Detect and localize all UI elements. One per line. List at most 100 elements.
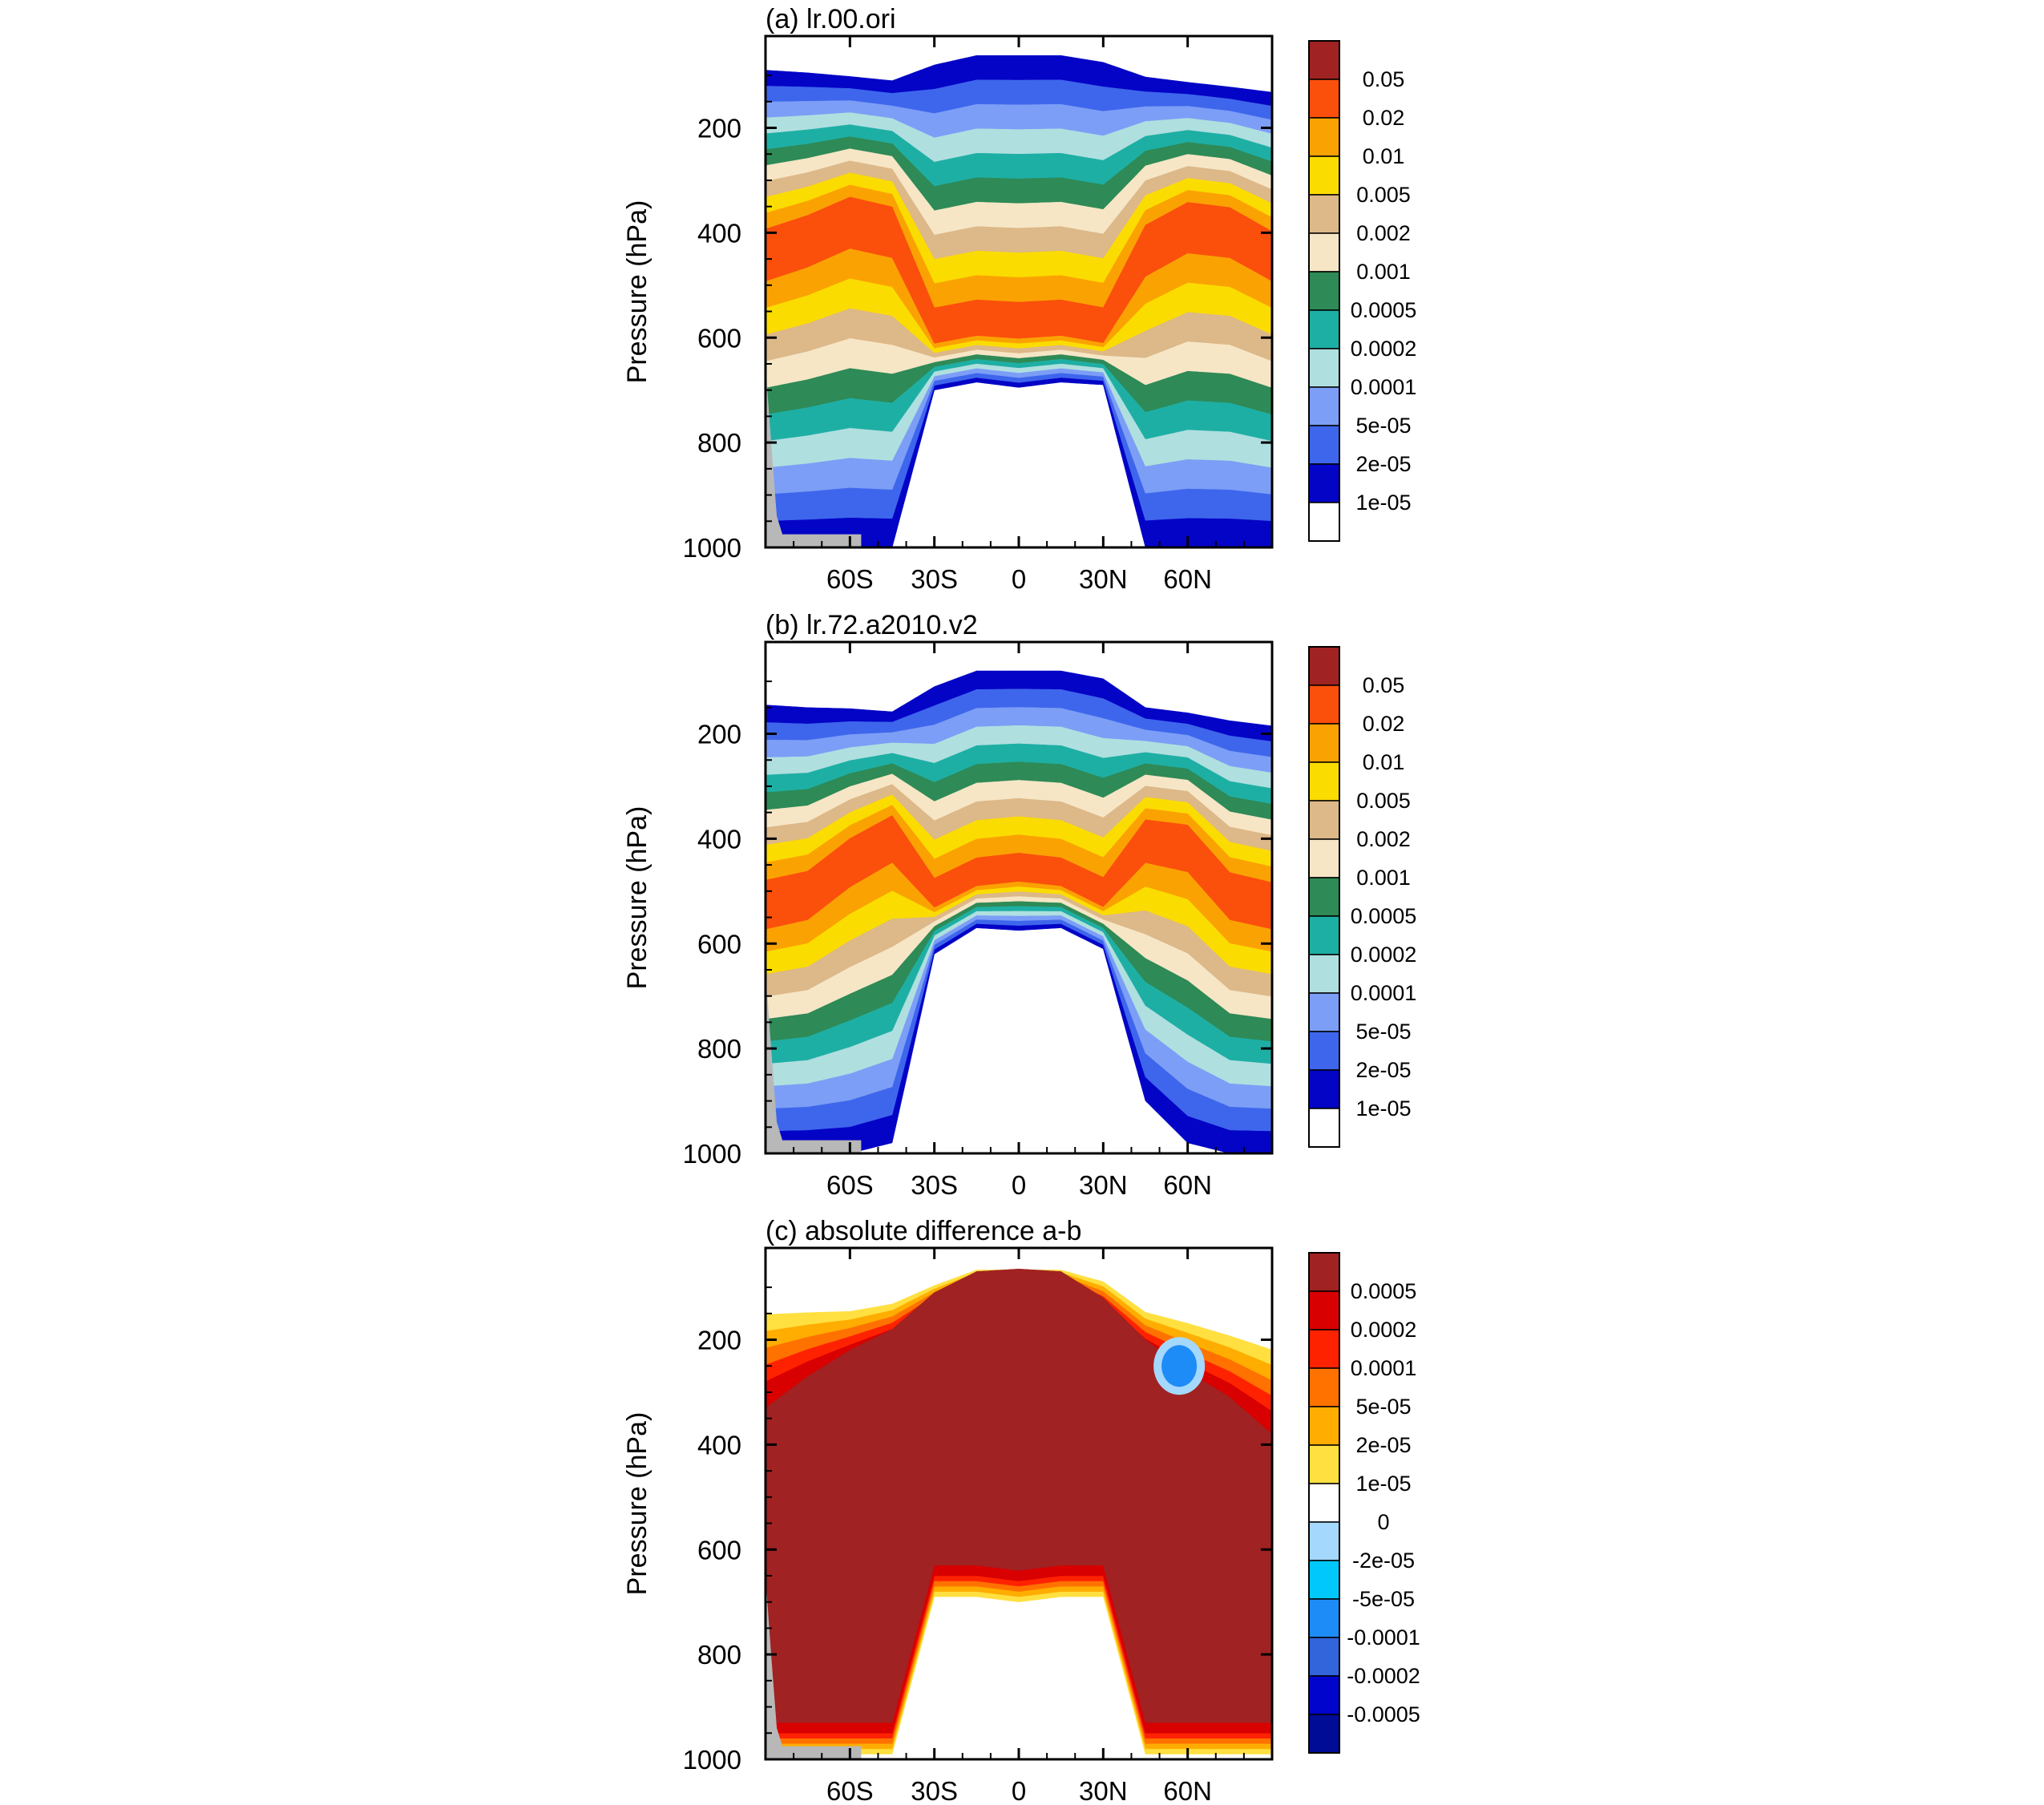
colorbar-label: 0.0005 [1351, 298, 1417, 322]
x-tick-label: 60N [1163, 564, 1212, 594]
colorbar-box [1308, 1252, 1340, 1292]
colorbar-label: 5e-05 [1355, 1395, 1411, 1419]
x-tick-label: 60N [1163, 1776, 1212, 1805]
colorbar-label: 2e-05 [1355, 1058, 1411, 1082]
colorbar-box [1308, 838, 1340, 878]
colorbar-box [1308, 877, 1340, 917]
panel-title: (b) lr.72.a2010.v2 [765, 610, 978, 640]
colorbar-label: 0.0001 [1351, 981, 1417, 1005]
x-tick-label: 0 [1012, 1170, 1026, 1200]
panel-3: (c) absolute difference a-b 200 400 600 800 1… [622, 1216, 1420, 1805]
x-tick-label: 30N [1079, 1776, 1128, 1805]
colorbar-box [1308, 348, 1340, 388]
y-tick-label: 400 [697, 218, 741, 248]
x-tick-label: 30S [911, 1776, 958, 1805]
y-tick-label: 200 [697, 1326, 741, 1355]
colorbar-label: 0.002 [1356, 221, 1411, 245]
colorbar-label: 0 [1377, 1510, 1389, 1534]
colorbar-box [1308, 1031, 1340, 1071]
y-tick-label: 600 [697, 1535, 741, 1565]
colorbar-box [1308, 155, 1340, 196]
colorbar-box [1308, 1069, 1340, 1109]
x-tick-label: 60N [1163, 1170, 1212, 1200]
colorbar-box [1308, 463, 1340, 503]
colorbar-box [1308, 1598, 1340, 1638]
y-axis-label: Pressure (hPa) [622, 200, 652, 384]
colorbar-box [1308, 1406, 1340, 1446]
colorbar-box [1308, 309, 1340, 349]
colorbar-label: 0.001 [1356, 866, 1411, 890]
y-tick-label: 1000 [683, 1139, 741, 1169]
colorbar-box [1308, 1560, 1340, 1600]
colorbar-label: 0.0002 [1351, 943, 1417, 967]
panel-title: (a) lr.00.ori [765, 4, 896, 34]
colorbar-box [1308, 1367, 1340, 1407]
y-tick-label: 600 [697, 323, 741, 353]
colorbar-box [1308, 271, 1340, 311]
colorbar-box [1308, 1329, 1340, 1369]
colorbar-label: 0.0005 [1351, 904, 1417, 928]
colorbar-label: 1e-05 [1355, 1096, 1411, 1121]
colorbar-box [1308, 502, 1340, 542]
x-tick-label: 60S [826, 564, 874, 594]
colorbar-box [1308, 1444, 1340, 1484]
colorbar-label: 1e-05 [1355, 491, 1411, 515]
missing-data-region [765, 363, 862, 547]
colorbar-box [1308, 386, 1340, 426]
colorbar-box [1308, 684, 1340, 725]
contour-level-10 [765, 815, 1272, 930]
colorbar-label: 1e-05 [1355, 1472, 1411, 1496]
colorbar-box [1308, 992, 1340, 1032]
negative-patch-core [1161, 1345, 1198, 1387]
colorbar-label: 0.02 [1363, 106, 1405, 130]
colorbar-label: -0.0005 [1347, 1702, 1420, 1726]
colorbar-frame [1308, 40, 1340, 542]
y-tick-label: 200 [697, 720, 741, 749]
colorbar-box [1308, 1521, 1340, 1561]
y-tick-label: 600 [697, 929, 741, 959]
colorbar-box [1308, 117, 1340, 157]
contour-field [765, 1268, 1272, 1759]
colorbar-label: 0.0002 [1351, 337, 1417, 361]
colorbar-label: 0.0002 [1351, 1318, 1417, 1342]
colorbar-box [1308, 1483, 1340, 1523]
colorbar-label: 0.02 [1363, 712, 1405, 736]
colorbar-label: 2e-05 [1355, 452, 1411, 476]
y-tick-label: 400 [697, 824, 741, 854]
x-tick-label: 30N [1079, 1170, 1128, 1200]
colorbar-box [1308, 1675, 1340, 1715]
x-tick-label: 60S [826, 1170, 874, 1200]
panel-2: (b) lr.72.a2010.v2 200 400 600 800 1000 60S 30S… [622, 610, 1416, 1200]
colorbar-label: 0.0001 [1351, 375, 1417, 399]
colorbar-label: 0.0005 [1351, 1279, 1417, 1303]
colorbar-box [1308, 1290, 1340, 1331]
colorbar-frame [1308, 1252, 1340, 1754]
colorbar-box [1308, 1714, 1340, 1754]
colorbar-label: 0.005 [1356, 183, 1411, 207]
y-tick-label: 1000 [683, 1745, 741, 1775]
colorbar-label: 0.0001 [1351, 1356, 1417, 1380]
colorbar-label: -2e-05 [1352, 1549, 1415, 1573]
colorbar-label: 0.05 [1363, 67, 1405, 91]
y-tick-label: 400 [697, 1430, 741, 1460]
contour-field [765, 55, 1272, 547]
colorbar-label: -0.0002 [1347, 1664, 1420, 1688]
colorbar-box [1308, 646, 1340, 686]
y-axis-label: Pressure (hPa) [622, 1412, 652, 1596]
colorbar-box [1308, 800, 1340, 840]
colorbar-label: 0.001 [1356, 260, 1411, 284]
y-tick-label: 800 [697, 1034, 741, 1064]
y-tick-label: 800 [697, 428, 741, 458]
x-tick-label: 60S [826, 1776, 874, 1805]
panel-1: (a) lr.00.ori 200 400 600 800 1000 60S 30S 0 30N 6… [622, 4, 1416, 594]
contour-core [765, 1268, 1272, 1723]
missing-data-region [765, 1575, 862, 1759]
x-tick-label: 30S [911, 1170, 958, 1200]
x-tick-label: 0 [1012, 564, 1026, 594]
x-tick-label: 30N [1079, 564, 1128, 594]
colorbar-label: 5e-05 [1355, 414, 1411, 438]
y-tick-label: 1000 [683, 533, 741, 563]
colorbar-label: 0.05 [1363, 673, 1405, 697]
x-tick-label: 0 [1012, 1776, 1026, 1805]
